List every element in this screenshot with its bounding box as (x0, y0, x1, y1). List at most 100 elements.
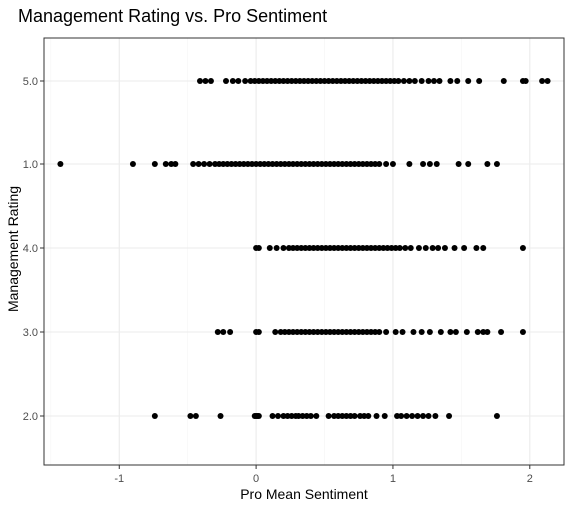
data-point (347, 329, 354, 335)
data-point (342, 78, 349, 84)
data-point (337, 78, 344, 84)
data-point (415, 245, 422, 251)
data-point (376, 161, 383, 167)
data-point (339, 329, 346, 335)
data-point (355, 245, 362, 251)
data-point (400, 78, 407, 84)
x-axis-title: Pro Mean Sentiment (240, 486, 368, 502)
data-point (310, 161, 317, 167)
data-point (280, 245, 287, 251)
chart-title: Management Rating vs. Pro Sentiment (18, 6, 327, 26)
data-point (57, 161, 64, 167)
data-point (240, 161, 247, 167)
data-point (522, 78, 529, 84)
data-point (368, 161, 375, 167)
x-tick-label: 2 (527, 473, 533, 485)
data-point (380, 245, 387, 251)
data-point (216, 161, 223, 167)
data-point (355, 161, 362, 167)
data-point (232, 161, 239, 167)
data-point (292, 78, 299, 84)
data-point (388, 245, 395, 251)
data-point (280, 413, 287, 419)
data-point (285, 161, 292, 167)
data-point (339, 413, 346, 419)
data-point (463, 329, 470, 335)
data-point (437, 329, 444, 335)
data-point (361, 413, 368, 419)
data-point (383, 78, 390, 84)
data-point (201, 161, 208, 167)
data-point (322, 245, 329, 251)
data-point (302, 161, 309, 167)
data-point (331, 329, 338, 335)
data-point (253, 161, 260, 167)
data-point (322, 161, 329, 167)
data-point (358, 78, 365, 84)
data-point (298, 161, 305, 167)
data-point (331, 413, 338, 419)
data-point (465, 78, 472, 84)
data-point (392, 245, 399, 251)
data-point (425, 413, 432, 419)
data-point (420, 161, 427, 167)
data-point (447, 78, 454, 84)
data-point (322, 329, 329, 335)
data-point (273, 245, 280, 251)
data-point (318, 245, 325, 251)
data-point (519, 329, 526, 335)
data-point (290, 245, 297, 251)
data-point (277, 161, 284, 167)
data-point (409, 413, 416, 419)
data-point (372, 161, 379, 167)
data-point (255, 245, 262, 251)
data-point (261, 161, 268, 167)
data-point (357, 413, 364, 419)
data-point (257, 161, 264, 167)
data-point (276, 78, 283, 84)
data-point (500, 78, 507, 84)
data-point (206, 161, 213, 167)
data-point (376, 245, 383, 251)
data-point (310, 245, 317, 251)
data-point (544, 78, 551, 84)
data-point (343, 413, 350, 419)
data-point (484, 329, 491, 335)
y-axis: 5.0 1.0 4.0 3.0 2.0 (23, 76, 44, 423)
data-point (329, 78, 336, 84)
data-point (420, 413, 427, 419)
data-point (214, 329, 221, 335)
data-point (295, 413, 302, 419)
y-tick-label: 5.0 (23, 76, 38, 88)
data-point (313, 78, 320, 84)
data-point (212, 161, 219, 167)
data-point (366, 78, 373, 84)
data-point (379, 78, 385, 84)
data-point (351, 413, 358, 419)
data-point (452, 329, 459, 335)
data-point (294, 329, 301, 335)
data-point (359, 161, 366, 167)
data-point (359, 329, 366, 335)
panel-border (43, 37, 565, 466)
data-point (432, 413, 439, 419)
data-point (268, 78, 275, 84)
x-tick-label: -1 (114, 473, 124, 485)
data-point (480, 245, 487, 251)
data-point (228, 161, 235, 167)
data-point (306, 329, 313, 335)
data-point (331, 161, 338, 167)
data-point (294, 161, 301, 167)
data-point (244, 161, 251, 167)
data-point (333, 78, 340, 84)
data-point (306, 245, 313, 251)
data-point (539, 78, 546, 84)
data-point (391, 78, 398, 84)
data-point (290, 161, 297, 167)
data-point (306, 161, 313, 167)
data-point (129, 161, 136, 167)
data-point (403, 413, 410, 419)
data-point (314, 329, 321, 335)
data-point (220, 329, 227, 335)
